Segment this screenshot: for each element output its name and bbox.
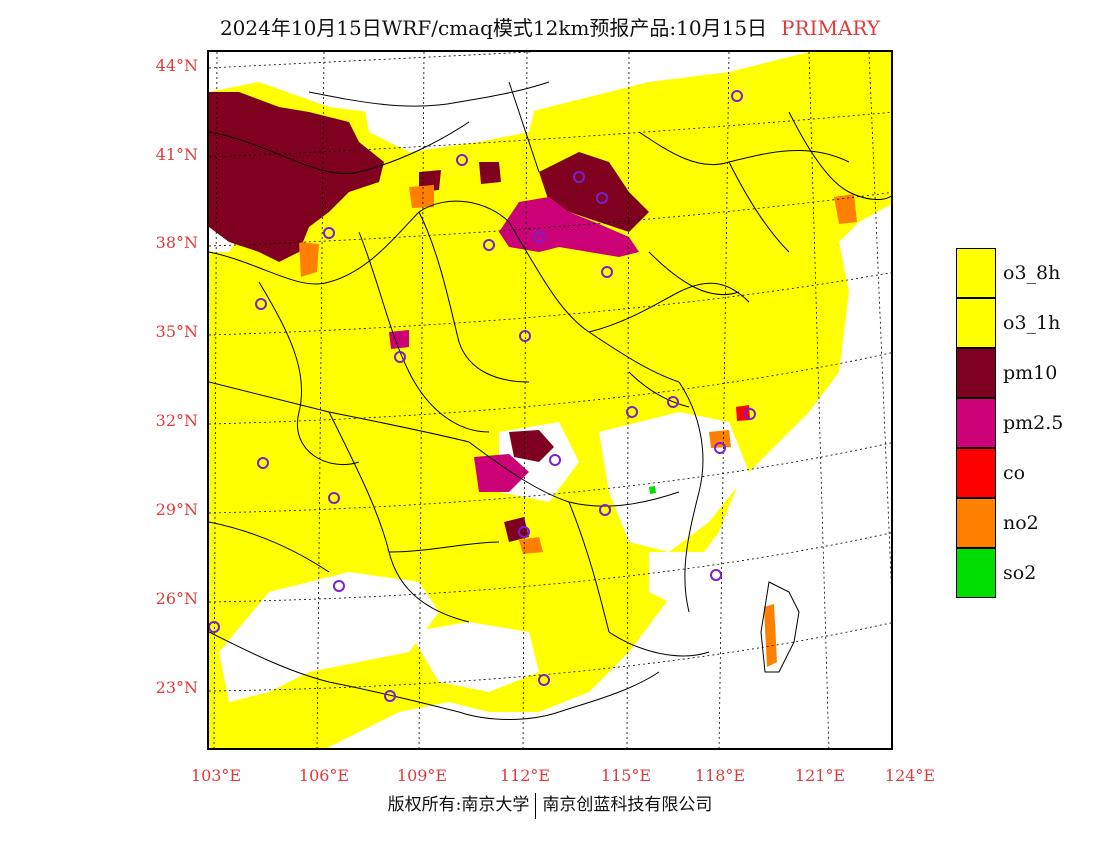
lat-label-32: 32°N (155, 411, 198, 430)
title-text: 2024年10月15日WRF/cmaq模式12km预报产品:10月15日 (219, 16, 768, 40)
legend-label: no2 (1003, 512, 1039, 534)
station-marker (667, 396, 679, 408)
station-marker (255, 298, 267, 310)
clean-area-sea (689, 384, 891, 748)
station-marker (626, 406, 638, 418)
legend-swatch (956, 448, 996, 498)
lat-label-35: 35°N (155, 322, 198, 341)
legend-label: so2 (1003, 562, 1037, 584)
pm25-region-central (474, 454, 529, 492)
station-marker (456, 154, 468, 166)
legend-label: o3_1h (1003, 312, 1061, 334)
legend-swatch (956, 398, 996, 448)
copyright-left: 版权所有:南京大学 (387, 795, 530, 815)
clean-area-north (359, 72, 539, 152)
station-marker (538, 674, 550, 686)
legend-item-pm25: pm2.5 (956, 398, 1086, 448)
station-marker (744, 408, 756, 420)
lon-label-118: 118°E (694, 766, 746, 785)
no2-spot-2 (409, 185, 434, 208)
product-label: PRIMARY (781, 16, 881, 40)
station-marker (533, 231, 545, 243)
station-markers (209, 90, 756, 702)
station-marker (328, 492, 340, 504)
station-marker (323, 227, 335, 239)
lat-label-41: 41°N (155, 145, 198, 164)
lon-label-109: 109°E (396, 766, 448, 785)
legend-swatch (956, 498, 996, 548)
station-marker (710, 569, 722, 581)
pm25-region-north (499, 197, 639, 257)
pm10-spot-2 (479, 162, 501, 184)
legend-item-no2: no2 (956, 498, 1086, 548)
pm25-spot-west (389, 330, 409, 349)
station-marker (209, 621, 220, 633)
so2-spot (649, 486, 656, 494)
station-marker (573, 171, 585, 183)
legend-label: co (1003, 462, 1026, 484)
station-marker (518, 526, 530, 538)
copyright-footer: 版权所有:南京大学 南京创蓝科技有限公司 (0, 790, 1100, 819)
map-canvas (209, 52, 891, 748)
admin-boundaries (209, 81, 891, 720)
legend-label: o3_8h (1003, 262, 1061, 284)
lat-label-29: 29°N (155, 500, 198, 519)
legend-label: pm2.5 (1003, 412, 1064, 434)
no2-spot-3 (834, 194, 857, 224)
graticule (209, 52, 891, 748)
clean-area-coast (649, 552, 729, 612)
station-marker (394, 351, 406, 363)
legend-item-pm10: pm10 (956, 348, 1086, 398)
station-marker (714, 442, 726, 454)
pm10-spot-1 (504, 517, 529, 542)
no2-spot-4 (519, 537, 543, 554)
lon-label-124: 124°E (884, 766, 936, 785)
lat-label-23: 23°N (155, 678, 198, 697)
legend-label: pm10 (1003, 362, 1058, 384)
clean-area-sw (219, 572, 439, 702)
no2-spot-6 (764, 604, 777, 667)
legend-swatch (956, 348, 996, 398)
station-marker (549, 454, 561, 466)
legend-item-o3-1h: o3_1h (956, 298, 1086, 348)
forecast-map (207, 50, 893, 750)
map-title: 2024年10月15日WRF/cmaq模式12km预报产品:10月15日 PRIM… (0, 12, 1100, 41)
copyright-right: 南京创蓝科技有限公司 (542, 795, 713, 815)
lat-label-44: 44°N (155, 56, 198, 75)
o3-region (209, 52, 891, 748)
pm10-region-north (209, 92, 384, 262)
station-marker (333, 580, 345, 592)
lat-label-26: 26°N (155, 589, 198, 608)
station-marker (483, 239, 495, 251)
pm10-region-northeast (539, 152, 649, 232)
lon-label-106: 106°E (298, 766, 350, 785)
station-marker (257, 457, 269, 469)
clean-area-south (409, 622, 539, 692)
station-marker (601, 266, 613, 278)
lon-label-121: 121°E (794, 766, 846, 785)
legend-swatch (956, 298, 996, 348)
footer-divider (535, 792, 537, 819)
pm10-region-central (509, 430, 554, 462)
station-marker (731, 90, 743, 102)
legend-swatch (956, 548, 996, 598)
no2-spot-1 (299, 242, 319, 277)
legend-swatch (956, 248, 996, 298)
legend-item-co: co (956, 448, 1086, 498)
station-marker (384, 690, 396, 702)
station-marker (599, 504, 611, 516)
station-marker (596, 192, 608, 204)
no2-spot-5 (709, 430, 731, 448)
legend-item-o3-8h: o3_8h (956, 248, 1086, 298)
lat-label-38: 38°N (155, 233, 198, 252)
lon-label-103: 103°E (190, 766, 242, 785)
legend-item-so2: so2 (956, 548, 1086, 598)
station-marker (519, 330, 531, 342)
lon-label-112: 112°E (499, 766, 551, 785)
lon-label-115: 115°E (600, 766, 652, 785)
